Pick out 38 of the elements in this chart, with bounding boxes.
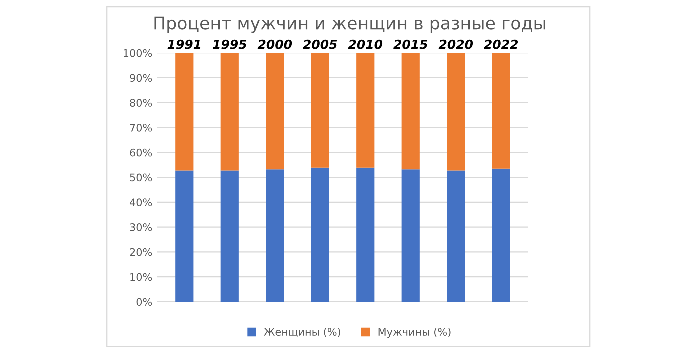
y-tick-label: 30% (130, 224, 152, 232)
bar (492, 53, 510, 169)
legend-label: Женщины (%) (264, 328, 340, 338)
bar (220, 170, 239, 302)
x-tick-label: 2005 (303, 40, 338, 50)
y-tick-label: 100% (124, 49, 152, 58)
legend-label: Мужчины (%) (378, 328, 451, 338)
bar (220, 53, 239, 171)
bar (266, 170, 284, 302)
x-tick-label: 2000 (258, 40, 292, 50)
bar (402, 53, 420, 170)
bar (176, 170, 194, 302)
y-tick-label: 90% (130, 74, 152, 82)
x-tick-label: 2010 (348, 40, 383, 50)
y-tick-label: 0% (136, 298, 152, 306)
bar (402, 170, 420, 302)
y-tick-label: 20% (130, 248, 152, 256)
bar (311, 53, 330, 168)
y-tick-label: 60% (130, 148, 152, 157)
y-tick-label: 10% (130, 273, 152, 282)
bar (447, 53, 466, 171)
y-tick-label: 40% (130, 198, 152, 207)
bar (356, 168, 375, 302)
x-tick-label: 1995 (213, 40, 247, 50)
bar (356, 53, 375, 168)
x-tick-label: 2022 (484, 40, 518, 50)
x-tick-label: 2020 (438, 40, 474, 50)
y-tick-label: 50% (130, 174, 152, 182)
bar (266, 53, 284, 170)
bar (447, 170, 466, 302)
bar (176, 53, 194, 171)
bar (492, 168, 510, 302)
bar (311, 168, 330, 302)
chart-title: Процент мужчин и женщин в разные годы (154, 16, 546, 34)
x-tick-label: 1991 (168, 40, 201, 50)
y-tick-label: 80% (130, 99, 152, 107)
y-tick-label: 70% (130, 124, 152, 132)
x-tick-label: 2015 (394, 40, 428, 50)
